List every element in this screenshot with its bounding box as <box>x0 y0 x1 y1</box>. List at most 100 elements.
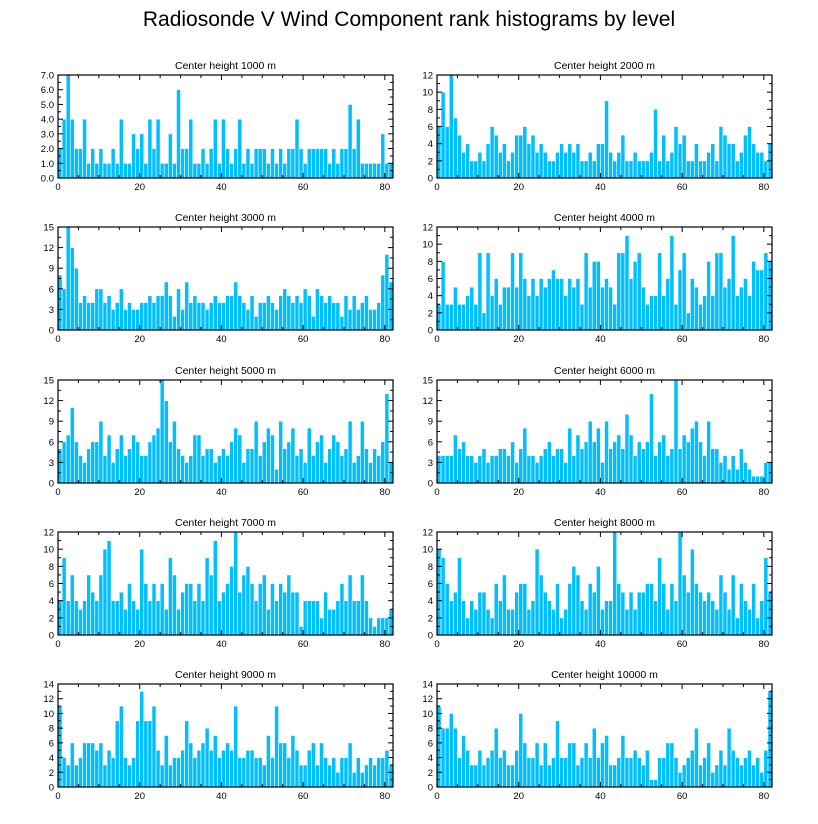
bar <box>747 749 752 788</box>
bar <box>542 591 548 636</box>
bar <box>86 448 91 484</box>
bar <box>579 757 585 788</box>
bar <box>147 441 153 484</box>
bar <box>481 764 487 788</box>
y-tick-label: 4 <box>428 753 433 764</box>
bar <box>551 269 556 331</box>
figure-title: Radiosonde V Wind Component rank histogr… <box>142 8 676 31</box>
bar <box>274 600 279 636</box>
bar <box>69 247 75 331</box>
bar <box>323 757 328 788</box>
y-tick-label: 6 <box>49 579 54 590</box>
bar <box>90 591 96 636</box>
bar <box>94 600 100 636</box>
bar <box>640 160 646 179</box>
bar <box>436 303 442 331</box>
bar <box>106 434 112 484</box>
bar <box>110 148 116 179</box>
y-tick-label: 0 <box>428 631 433 642</box>
bar <box>90 148 96 179</box>
bar <box>78 455 83 484</box>
bar <box>192 162 198 179</box>
bar <box>151 583 157 636</box>
bar <box>530 757 536 788</box>
bar <box>469 455 475 484</box>
bar <box>339 583 345 636</box>
bar <box>172 757 177 788</box>
bar <box>763 557 769 636</box>
bar <box>493 727 499 788</box>
bar <box>253 757 259 788</box>
bar <box>538 455 544 484</box>
bar <box>118 288 124 331</box>
bar <box>237 757 243 788</box>
y-tick-label: 9 <box>428 417 433 428</box>
bar <box>571 151 577 179</box>
bar <box>102 162 108 179</box>
x-tick-label: 80 <box>759 791 770 802</box>
bar <box>457 757 462 788</box>
bar <box>196 162 202 179</box>
bar <box>730 749 736 788</box>
bar <box>628 591 634 636</box>
bar <box>702 160 707 179</box>
bar <box>661 757 667 788</box>
y-tick-label: 6 <box>49 284 54 295</box>
bar <box>139 691 145 788</box>
bar <box>261 574 267 636</box>
bar <box>306 148 312 179</box>
bar <box>274 705 279 788</box>
bar <box>245 309 251 331</box>
bar <box>689 548 695 636</box>
bar <box>347 104 353 179</box>
bar <box>493 583 499 636</box>
x-tick-label: 40 <box>595 639 606 650</box>
y-tick-label: 2 <box>428 613 433 624</box>
bar <box>702 295 707 331</box>
bar <box>74 267 79 331</box>
x-tick-label: 0 <box>434 182 439 193</box>
bar <box>465 749 470 788</box>
bar <box>726 278 732 331</box>
bar <box>616 252 622 331</box>
bar <box>608 286 613 331</box>
bar <box>139 302 145 331</box>
bar <box>168 557 173 636</box>
bar <box>364 764 369 788</box>
bar <box>221 302 226 331</box>
bar <box>245 566 251 636</box>
bar <box>698 303 703 331</box>
y-tick-label: 6.0 <box>41 85 54 96</box>
bar <box>542 286 548 331</box>
bar <box>372 626 377 636</box>
bar <box>734 468 740 484</box>
bar <box>661 583 667 636</box>
bar <box>620 134 626 179</box>
bar <box>485 757 491 788</box>
bar <box>583 608 589 636</box>
bar <box>184 148 190 179</box>
bar <box>94 288 100 331</box>
x-tick-label: 20 <box>513 182 524 193</box>
bar <box>534 742 540 788</box>
panel-3: Center height 3000 m 0 20 40 60 80 0 3 6 9 12 15 <box>43 212 394 345</box>
y-tick-label: 0 <box>428 174 433 185</box>
bar <box>620 448 626 484</box>
bar <box>526 455 532 484</box>
bar <box>636 757 642 788</box>
bar <box>364 162 369 179</box>
x-tick-label: 80 <box>759 334 770 345</box>
bar <box>315 764 320 788</box>
bar <box>176 89 181 179</box>
bar <box>364 295 369 331</box>
bar <box>551 160 556 179</box>
bar <box>368 617 373 636</box>
bar <box>534 462 540 484</box>
bar <box>510 608 515 636</box>
bar <box>261 441 267 484</box>
bar <box>159 764 165 788</box>
bar <box>469 600 475 636</box>
bar <box>110 600 116 636</box>
bar <box>69 742 75 788</box>
